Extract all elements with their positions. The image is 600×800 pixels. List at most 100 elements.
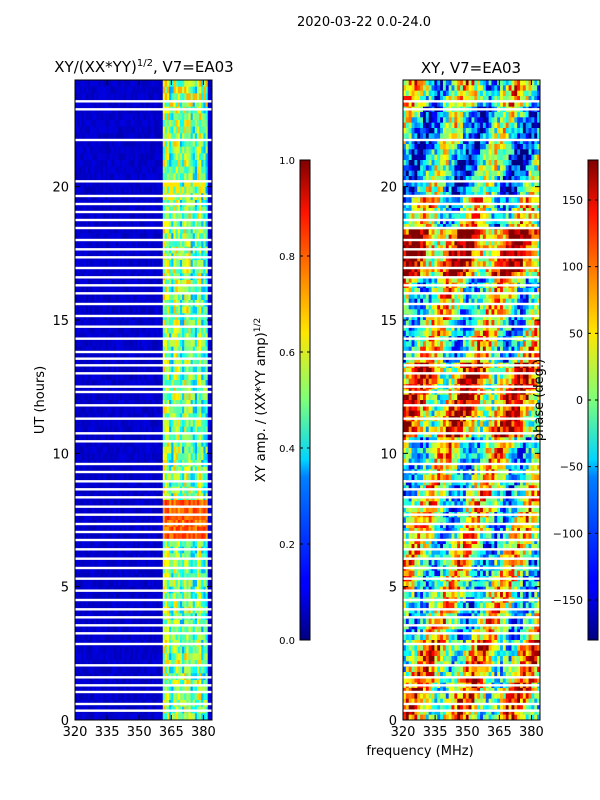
heat-cell — [164, 93, 168, 101]
heat-cell — [199, 180, 202, 188]
heat-cell — [109, 480, 112, 488]
heat-cell — [128, 120, 132, 128]
heat-cell — [145, 120, 149, 128]
heat-cell — [190, 533, 194, 541]
heat-cell — [132, 266, 136, 274]
heat-cell — [109, 373, 112, 381]
heat-cell — [184, 400, 187, 408]
heat-cell — [186, 440, 189, 448]
heat-cell — [143, 146, 147, 154]
heat-cell — [102, 160, 106, 168]
panel1-title-suffix: , V7=EA03 — [153, 58, 234, 76]
heat-cell — [145, 206, 149, 214]
heat-cell — [137, 360, 140, 368]
heat-cell — [184, 466, 187, 474]
heat-cell — [162, 393, 166, 401]
heat-cell — [87, 126, 91, 134]
heat-cell — [156, 220, 159, 228]
heat-cell — [199, 266, 202, 274]
heat-cell — [171, 186, 174, 194]
heat-cell — [87, 220, 91, 228]
heat-cell — [152, 533, 155, 541]
heat-cell — [182, 573, 185, 581]
heat-cell — [85, 500, 89, 508]
heat-cell — [89, 480, 93, 488]
heat-cell — [167, 420, 170, 428]
heat-cell — [98, 420, 102, 428]
heat-cell — [137, 560, 140, 568]
heat-cell — [207, 366, 211, 374]
heat-cell — [107, 346, 110, 354]
heat-cell — [182, 473, 185, 481]
heat-cell — [119, 153, 123, 161]
heat-cell — [182, 380, 185, 388]
heat-cell — [171, 146, 174, 154]
heat-cell — [137, 306, 140, 314]
heat-cell — [124, 526, 127, 534]
heat-cell — [188, 220, 192, 228]
heat-cell — [188, 166, 192, 174]
heat-cell — [132, 220, 136, 228]
heat-cell — [107, 446, 110, 454]
heat-cell — [173, 166, 177, 174]
heat-cell — [190, 346, 194, 354]
heat-cell — [147, 533, 151, 541]
heat-cell — [169, 146, 172, 154]
heat-cell — [203, 540, 207, 548]
heat-cell — [209, 166, 212, 174]
heat-cell — [143, 306, 147, 314]
heat-cell — [137, 593, 140, 601]
heat-cell — [156, 100, 159, 108]
heat-cell — [173, 466, 177, 474]
heat-cell — [162, 426, 166, 434]
heat-cell — [162, 433, 166, 441]
heat-cell — [143, 366, 147, 374]
heat-cell — [96, 420, 100, 428]
heat-cell — [192, 80, 196, 88]
heat-cell — [115, 113, 119, 121]
heat-cell — [77, 566, 80, 574]
heat-cell — [94, 346, 97, 354]
heat-cell — [87, 580, 91, 588]
heat-cell — [188, 500, 192, 508]
heat-cell — [162, 553, 166, 561]
heat-cell — [100, 120, 104, 128]
heat-cell — [134, 240, 138, 248]
heat-cell — [104, 220, 108, 228]
heat-cell — [162, 346, 166, 354]
heat-cell — [96, 440, 100, 448]
heat-cell — [83, 473, 87, 481]
heat-cell — [154, 340, 157, 348]
heat-cell — [124, 393, 127, 401]
heat-cell — [94, 406, 97, 414]
heat-cell — [79, 553, 82, 561]
heat-cell — [124, 353, 127, 361]
heat-cell — [102, 340, 106, 348]
heat-cell — [122, 593, 125, 601]
heat-cell — [173, 100, 177, 108]
heat-cell — [96, 186, 100, 194]
heat-cell — [184, 166, 187, 174]
heat-cell — [188, 206, 192, 214]
heat-cell — [139, 333, 142, 341]
heat-cell — [102, 240, 106, 248]
heat-cell — [192, 326, 196, 334]
heat-cell — [92, 420, 95, 428]
heat-cell — [167, 553, 170, 561]
heat-cell — [152, 113, 155, 121]
heat-cell — [184, 373, 187, 381]
heat-cell — [87, 566, 91, 574]
heat-cell — [158, 540, 162, 548]
heat-cell — [167, 366, 170, 374]
heat-cell — [122, 213, 125, 221]
heat-cell — [115, 446, 119, 454]
heat-cell — [192, 186, 196, 194]
heat-cell — [92, 160, 95, 168]
heat-cell — [205, 353, 209, 361]
heat-cell — [147, 206, 151, 214]
heat-cell — [137, 513, 140, 521]
heat-cell — [152, 86, 155, 94]
heat-cell — [182, 346, 185, 354]
heat-cell — [197, 400, 200, 408]
heat-cell — [154, 473, 157, 481]
